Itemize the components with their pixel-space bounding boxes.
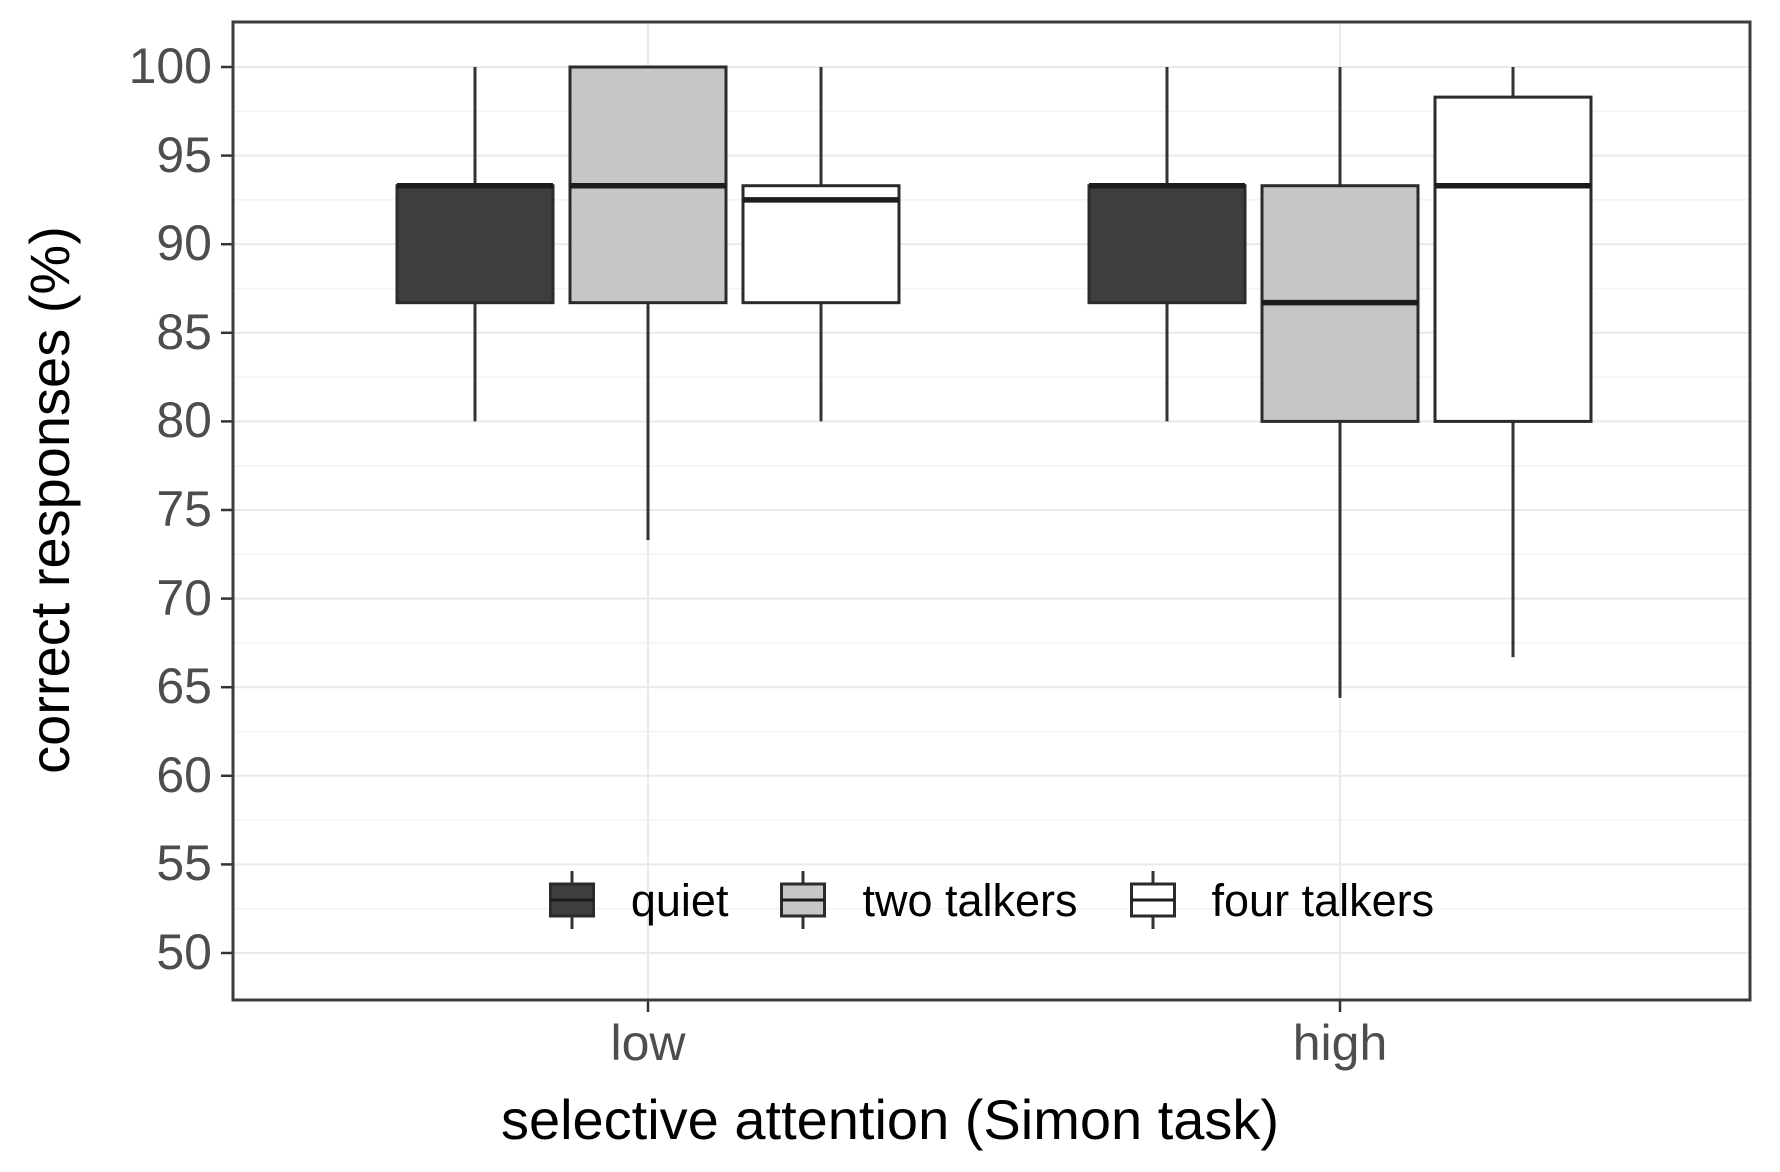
boxplot-box-quiet-high xyxy=(1087,184,1247,305)
panel-border xyxy=(231,20,1752,1002)
y-tick-label: 50 xyxy=(156,924,212,980)
legend-label: quiet xyxy=(630,874,729,926)
legend-label: four talkers xyxy=(1211,874,1435,926)
boxplot-box-four-talkers-low xyxy=(741,184,901,305)
y-tick-label: 95 xyxy=(156,126,212,183)
legend-item-quiet: quiet xyxy=(548,871,729,929)
boxplot-box-four-talkers-high xyxy=(1433,95,1593,423)
legend-key-boxplot-icon xyxy=(780,871,827,929)
y-tick-label: 70 xyxy=(156,569,212,626)
legend: quiet two talkers four talkers xyxy=(233,868,1750,932)
x-tick-label-low: low xyxy=(610,1015,686,1071)
y-tick-label: 75 xyxy=(156,481,212,537)
x-axis-title: selective attention (Simon task) xyxy=(500,1088,1280,1151)
y-tick-label: 85 xyxy=(156,303,212,360)
legend-key-boxplot-icon xyxy=(1129,871,1176,929)
y-tick-label: 55 xyxy=(156,835,212,892)
legend-item-four-talkers: four talkers xyxy=(1129,871,1435,929)
y-tick-label: 60 xyxy=(156,746,212,803)
boxplot-box-quiet-low xyxy=(395,184,555,305)
legend-item-two-talkers: two talkers xyxy=(780,871,1078,929)
legend-key-boxplot-icon xyxy=(548,871,595,929)
legend-label: two talkers xyxy=(862,874,1078,926)
y-tick-label: 100 xyxy=(128,38,212,94)
y-tick-label: 80 xyxy=(156,392,212,449)
y-tick-label: 90 xyxy=(156,215,212,272)
y-axis-title: correct responses (%) xyxy=(18,226,81,774)
y-tick-label: 65 xyxy=(156,658,212,715)
x-tick-label-high: high xyxy=(1292,1015,1388,1071)
